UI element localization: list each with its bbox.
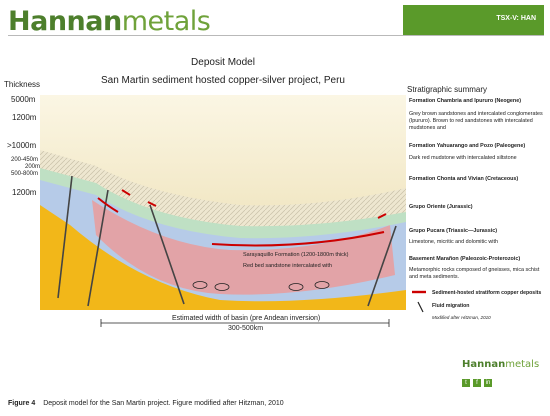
fluid-arrow	[214, 283, 230, 291]
strat-unit-name: Formation Chonta and Vivian (Cretaceous)	[409, 176, 519, 182]
diagram-title: Deposit Model	[191, 57, 255, 68]
diagram-subtitle: San Martin sediment hosted copper-silver…	[100, 75, 345, 86]
thickness-label: 1200m	[12, 188, 37, 197]
figure-label: Figure 4	[8, 400, 36, 407]
fluid-arrow	[288, 283, 304, 291]
strat-unit: Formation Chambria and Ipururo (Neogene)…	[409, 98, 547, 132]
thickness-label: 200-450m	[11, 157, 39, 163]
basin-range-label: 300-500km	[228, 325, 264, 332]
copper-deposit-mark	[97, 197, 119, 213]
sarayaquillo-desc: Red bed sandstone intercalated with	[243, 263, 332, 269]
legend-credit: Modified after Hitzman, 2010	[432, 314, 491, 320]
logo-text-part2: metals	[121, 6, 211, 37]
strat-unit-name: Formation Chambria and Ipururo (Neogene)	[409, 98, 522, 104]
strat-unit-name: Basement Marañon (Paleozoic-Proterozoic)	[409, 256, 521, 262]
strat-unit-desc: Metamorphic rocks composed of gneisses, …	[409, 267, 540, 281]
fault-line	[57, 175, 73, 299]
figure-caption-text: Deposit model for the San Martin project…	[43, 400, 284, 407]
legend: Sediment-hosted stratiform copper deposi…	[410, 290, 548, 320]
copper-deposit-mark	[147, 201, 157, 207]
neogene-layer	[40, 95, 406, 206]
strat-unit: Grupo Oriente (Jurassic)	[409, 204, 547, 211]
strat-unit-desc: Dark red mudstone with intercalated silt…	[409, 155, 517, 162]
fluid-migration-arrows	[192, 281, 330, 291]
legend-fluid-label: Fluid migration	[432, 302, 470, 309]
copper-deposits	[97, 189, 387, 247]
thickness-label: 200m	[25, 164, 41, 170]
thickness-label: 5000m	[11, 95, 36, 104]
fluid-arrow	[192, 281, 208, 289]
thickness-label: 1200m	[12, 113, 37, 122]
strat-unit-desc: Grey brown sandstones and intercalated c…	[409, 111, 543, 132]
strat-unit: Grupo Pucara (Triassic—Jurassic) Limesto…	[409, 228, 547, 246]
ticker-bar: TSX-V: HAN	[403, 5, 544, 35]
copper-deposit-mark	[211, 231, 385, 247]
thickness-heading: Thickness	[4, 80, 41, 89]
strat-unit: Basement Marañon (Paleozoic-Proterozoic)…	[409, 256, 547, 281]
fault-line	[367, 225, 397, 307]
basin-width-label: Estimated width of basin (pre Andean inv…	[172, 315, 321, 322]
sarayaquillo-layer	[92, 200, 395, 295]
twitter-icon[interactable]: t	[462, 379, 470, 387]
fault-line	[87, 189, 109, 307]
thickness-label: 500-800m	[11, 171, 39, 177]
sarayaquillo-title: Sarayaquillo Formation (1200-1800m thick…	[243, 252, 349, 258]
strat-unit-name: Grupo Pucara (Triassic—Jurassic)	[409, 228, 498, 234]
copper-deposit-mark	[121, 189, 131, 196]
hannan-logo: Hannan metals	[8, 6, 211, 40]
logo-text-part1: Hannan	[8, 6, 122, 37]
legend-fluid-swatch	[417, 301, 424, 313]
thickness-label: >1000m	[7, 141, 37, 150]
copper-deposit-mark	[377, 213, 387, 219]
social-icons: t f in	[462, 379, 492, 387]
linkedin-icon[interactable]: in	[484, 379, 492, 387]
strat-unit-name: Formation Yahuarango and Pozo (Paleogene…	[409, 143, 526, 149]
ticker-label: TSX-V: HAN	[496, 15, 536, 22]
strat-heading: Stratigraphic summary	[407, 85, 488, 94]
header-divider	[8, 35, 544, 36]
strat-unit-name: Grupo Oriente (Jurassic)	[409, 204, 473, 210]
fault-lines	[57, 175, 397, 307]
fluid-arrow	[314, 281, 330, 289]
footer-logo-part1: Hannan	[462, 359, 506, 370]
strat-unit: Formation Yahuarango and Pozo (Paleogene…	[409, 143, 547, 162]
legend-deposits-label: Sediment-hosted stratiform copper deposi…	[432, 290, 542, 296]
figure-caption: Figure 4 Deposit model for the San Martin…	[8, 400, 284, 407]
strat-unit: Formation Chonta and Vivian (Cretaceous)	[409, 176, 547, 183]
footer-logo: Hannanmetals	[462, 354, 539, 372]
strat-unit-desc: Limestone, micritic and dolomitic with	[409, 239, 498, 246]
facebook-icon[interactable]: f	[473, 379, 481, 387]
fault-line	[149, 204, 185, 305]
footer-logo-part2: metals	[505, 359, 540, 370]
